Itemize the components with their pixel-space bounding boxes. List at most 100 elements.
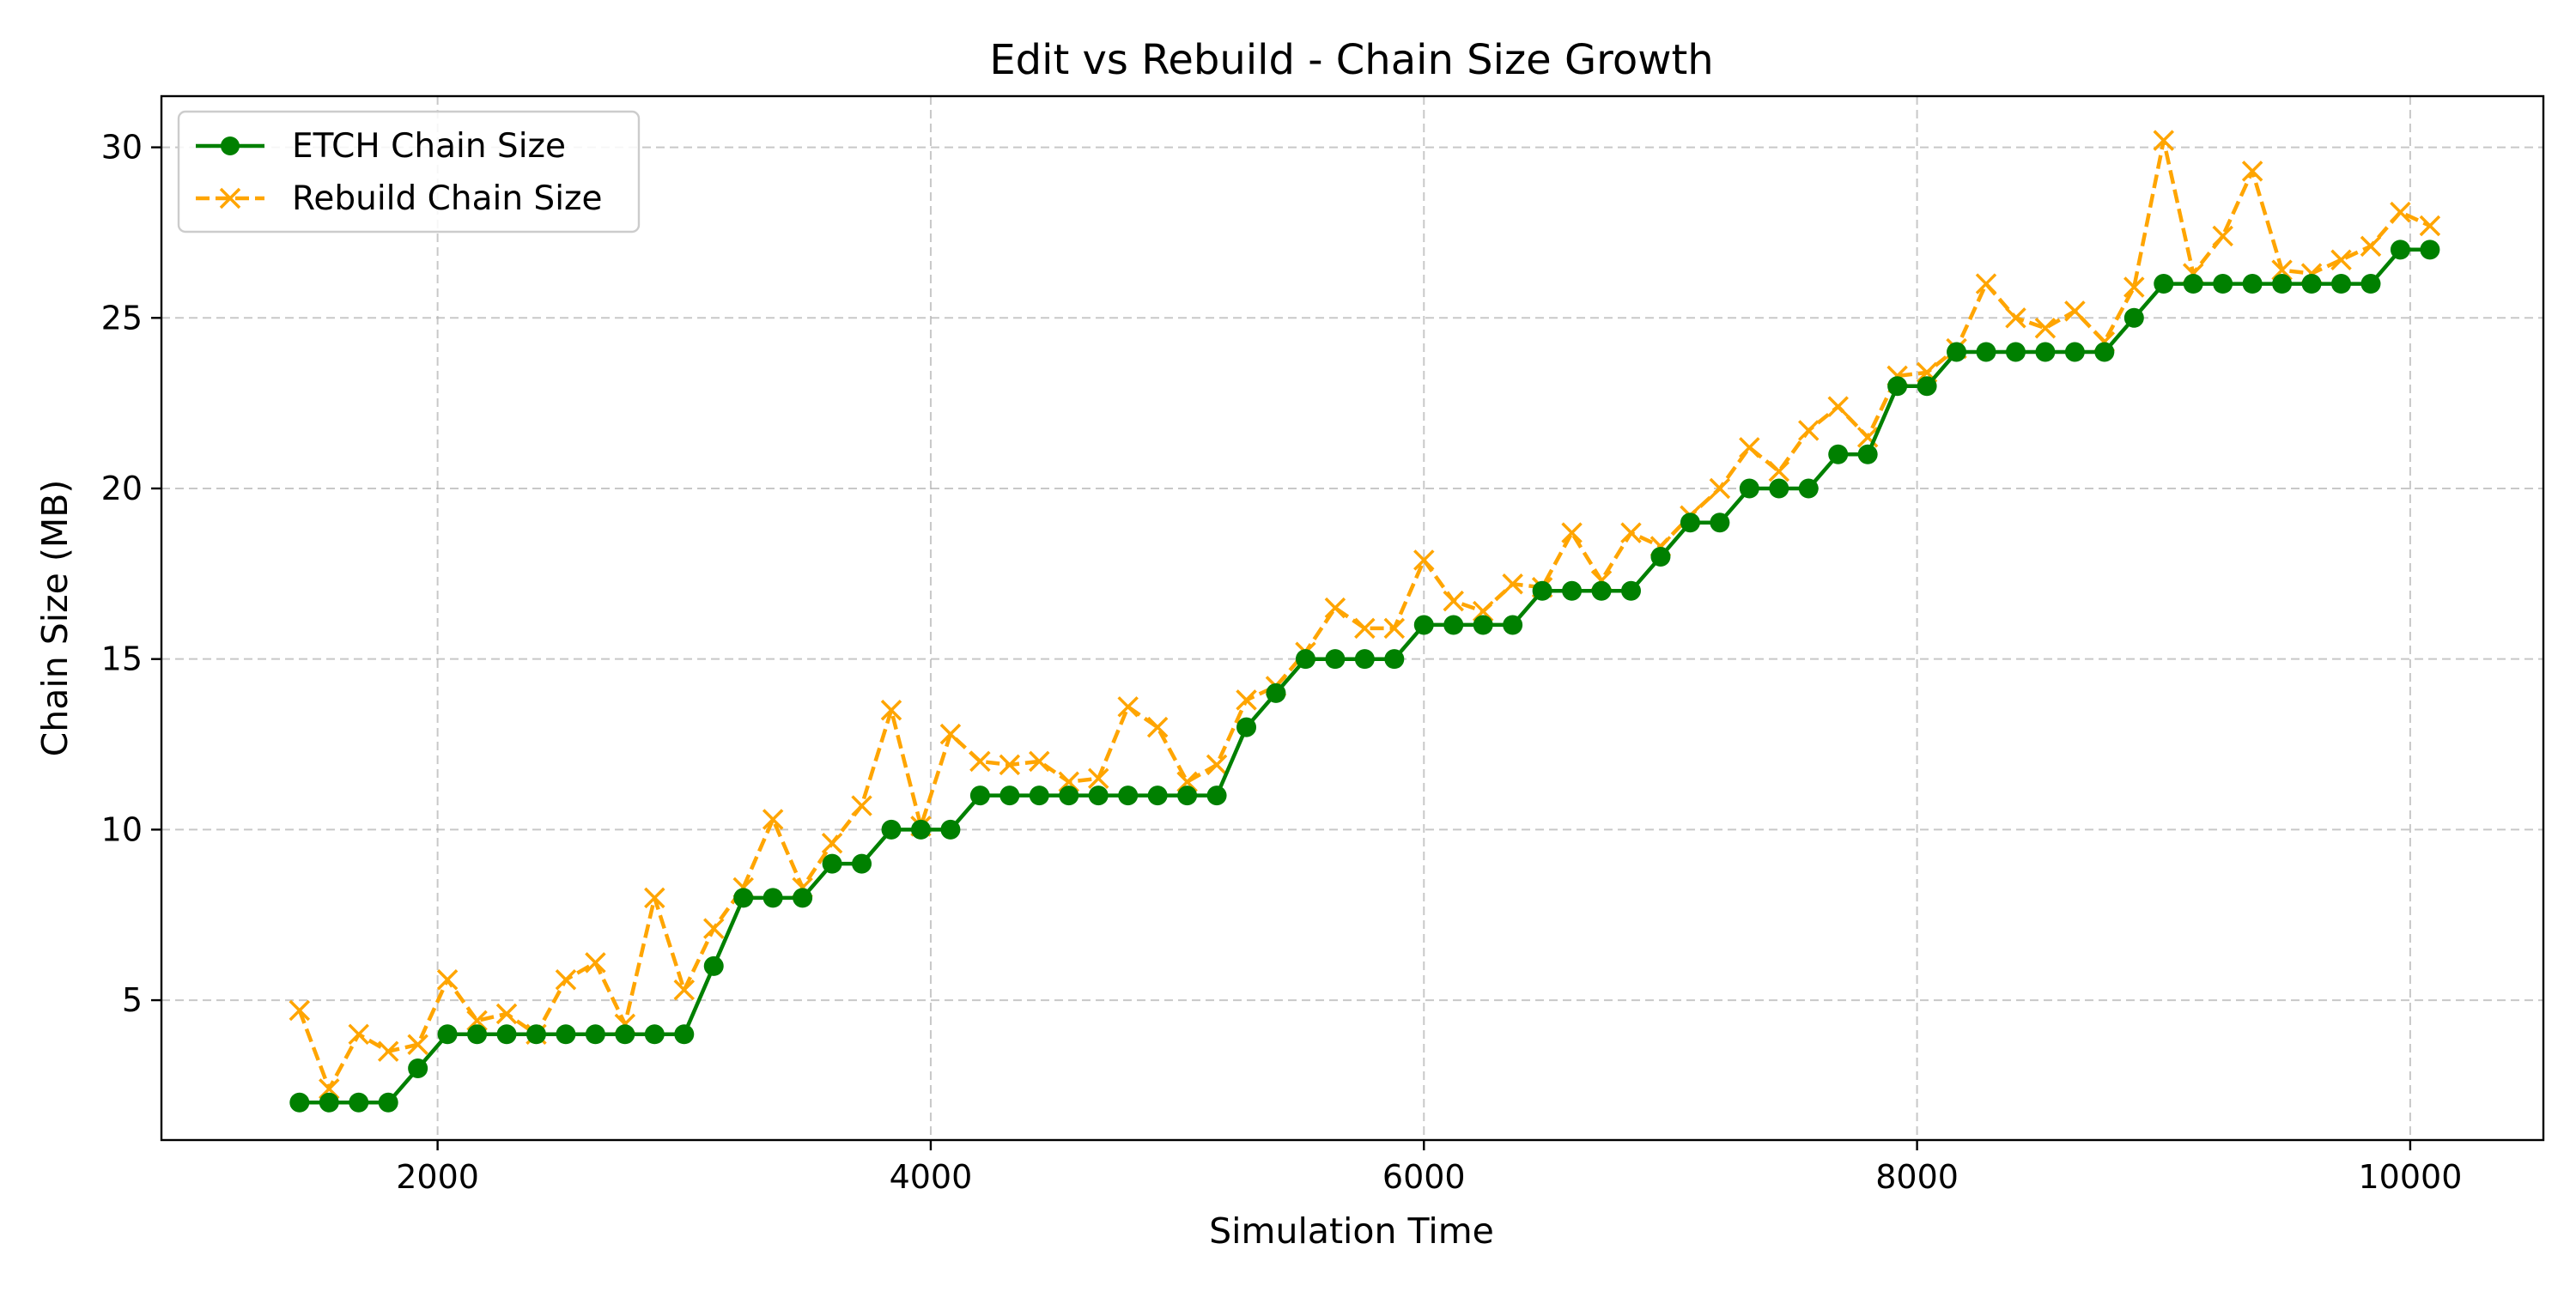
etch-data-point xyxy=(349,1092,369,1113)
rebuild-data-point xyxy=(1117,696,1139,718)
rebuild-data-point xyxy=(2360,235,2382,258)
y-axis-title: Chain Size (MB) xyxy=(34,480,76,757)
x-tick-label: 10000 xyxy=(2358,1158,2462,1196)
etch-data-point xyxy=(1177,786,1198,806)
etch-data-point xyxy=(1947,342,1967,362)
etch-data-point xyxy=(1857,444,1878,464)
y-tick-label: 10 xyxy=(101,810,143,848)
rebuild-data-point xyxy=(1354,617,1376,640)
etch-data-point xyxy=(644,1024,665,1045)
etch-data-point xyxy=(2183,274,2203,294)
rebuild-data-point xyxy=(703,918,725,939)
rebuild-data-point xyxy=(1443,590,1464,612)
etch-data-point xyxy=(2035,342,2056,362)
etch-data-point xyxy=(1503,615,1523,635)
rebuild-data-point xyxy=(2390,201,2411,223)
rebuild-data-point xyxy=(2123,276,2145,298)
etch-data-point xyxy=(1354,649,1375,670)
etch-data-point xyxy=(1650,546,1671,567)
etch-data-point xyxy=(1413,615,1434,635)
etch-data-point xyxy=(2242,274,2263,294)
chart-title: Edit vs Rebuild - Chain Size Growth xyxy=(989,36,1713,84)
etch-data-point xyxy=(1059,786,1079,806)
etch-data-point xyxy=(999,786,1020,806)
etch-data-point xyxy=(615,1024,635,1045)
etch-data-point xyxy=(1620,580,1641,601)
etch-data-point xyxy=(496,1024,517,1045)
etch-data-point xyxy=(1798,478,1819,499)
etch-data-point xyxy=(1029,786,1049,806)
rebuild-data-point xyxy=(2005,307,2026,329)
etch-data-point xyxy=(1295,649,1315,670)
etch-data-point xyxy=(2420,240,2440,260)
etch-data-point xyxy=(1266,682,1286,703)
rebuild-data-point xyxy=(2034,317,2057,339)
etch-data-point xyxy=(2094,342,2115,362)
etch-data-point xyxy=(408,1058,428,1079)
x-tick-label: 4000 xyxy=(890,1158,973,1196)
rebuild-data-point xyxy=(1206,754,1228,776)
rebuild-data-point xyxy=(851,795,872,816)
rebuild-data-point xyxy=(377,1040,399,1062)
y-tick-label: 20 xyxy=(101,470,143,507)
rebuild-data-point xyxy=(2212,225,2233,247)
rebuild-data-point xyxy=(762,809,784,830)
etch-data-point xyxy=(940,819,961,840)
rebuild-data-point xyxy=(1087,767,1109,790)
etch-data-point xyxy=(556,1024,576,1045)
rebuild-data-point xyxy=(1502,573,1523,595)
etch-data-point xyxy=(1532,580,1552,601)
y-tick-label: 15 xyxy=(101,640,143,678)
rebuild-data-point xyxy=(1620,522,1642,543)
rebuild-data-point xyxy=(2064,300,2086,322)
rebuild-data-point xyxy=(436,968,459,991)
rebuild-data-point xyxy=(673,979,696,1001)
rebuild-data-point xyxy=(1739,437,1760,458)
rebuild-data-point xyxy=(821,833,843,854)
rebuild-data-point xyxy=(1561,522,1583,543)
x-tick-label: 6000 xyxy=(1382,1158,1466,1196)
etch-data-point xyxy=(378,1092,398,1113)
etch-data-point xyxy=(319,1092,339,1113)
etch-data-point xyxy=(2154,274,2174,294)
rebuild-data-point xyxy=(880,700,902,721)
rebuild-data-point xyxy=(939,723,962,745)
etch-data-point xyxy=(2301,274,2322,294)
etch-data-point xyxy=(910,819,931,840)
rebuild-data-point xyxy=(2153,130,2175,151)
etch-data-point xyxy=(2272,274,2293,294)
etch-data-point xyxy=(1739,478,1759,499)
axis-ticks: 2000 4000 6000 8000 10000 5 10 15 20 25 30 xyxy=(101,129,2463,1196)
rebuild-data-point xyxy=(2419,215,2441,237)
rebuild-data-point xyxy=(1413,549,1435,571)
y-tick-label: 5 xyxy=(122,981,143,1019)
legend-rebuild-marker xyxy=(219,187,241,209)
etch-data-point xyxy=(969,786,990,806)
rebuild-data-point xyxy=(1383,617,1406,640)
etch-data-point xyxy=(793,888,813,908)
rebuild-data-point xyxy=(1146,716,1169,738)
rebuild-data-point xyxy=(348,1023,369,1046)
etch-data-point xyxy=(1680,513,1700,533)
rebuild-data-point xyxy=(1709,477,1731,500)
rebuild-data-point xyxy=(969,750,991,773)
x-tick-label: 8000 xyxy=(1875,1158,1959,1196)
etch-data-point xyxy=(1917,376,1937,397)
etch-data-point xyxy=(1976,342,1996,362)
rebuild-data-point xyxy=(1236,689,1257,711)
etch-data-point xyxy=(1473,615,1493,635)
etch-data-point xyxy=(2390,240,2410,260)
rebuild-data-point xyxy=(644,887,665,909)
series-layer xyxy=(289,130,2441,1113)
etch-data-point xyxy=(1325,649,1346,670)
etch-data-point xyxy=(1828,444,1849,464)
etch-data-point xyxy=(1206,786,1227,806)
x-tick-label: 2000 xyxy=(396,1158,479,1196)
etch-data-point xyxy=(1562,580,1583,601)
etch-data-point xyxy=(585,1024,605,1045)
rebuild-data-point xyxy=(555,968,577,991)
rebuild-data-point xyxy=(1798,420,1820,441)
etch-data-point xyxy=(1147,786,1168,806)
etch-data-point xyxy=(1384,649,1405,670)
etch-data-point xyxy=(526,1024,546,1045)
